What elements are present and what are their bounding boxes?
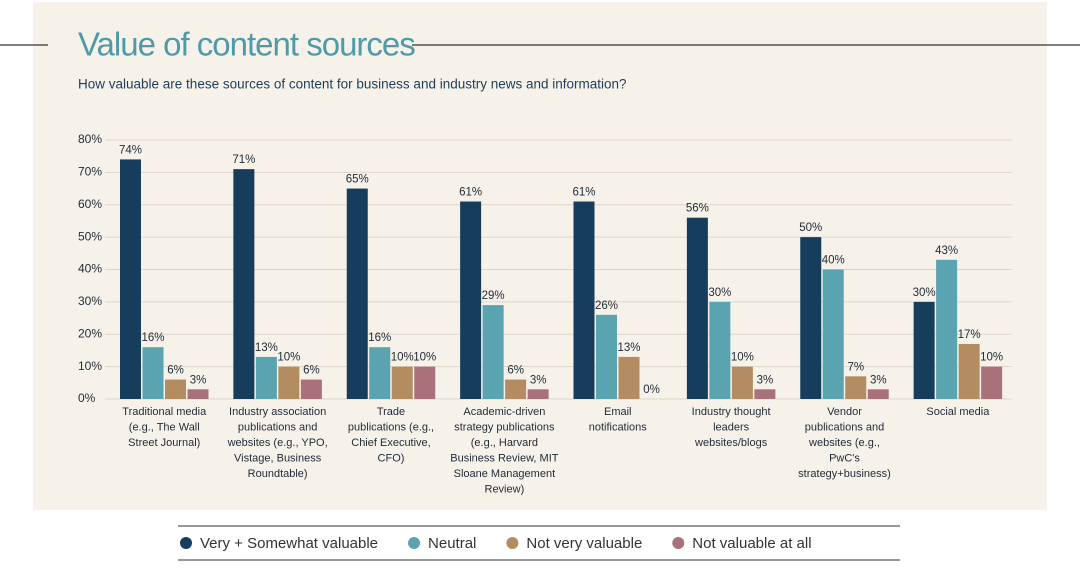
legend-marker (408, 537, 421, 549)
bar (709, 301, 731, 399)
bar (596, 314, 617, 399)
value-label: 3% (757, 374, 774, 386)
y-tick-label: 20% (78, 326, 102, 340)
bar (958, 343, 980, 399)
bar (527, 389, 549, 399)
bar (822, 269, 844, 399)
legend-label: Not very valuable (526, 535, 642, 552)
value-label: 50% (799, 222, 822, 234)
value-label: 6% (507, 365, 524, 377)
x-tick-label: Email notifications (589, 406, 648, 434)
value-label: 3% (190, 374, 207, 386)
value-label: 17% (958, 329, 981, 341)
chart-subtitle: How valuable are these sources of conten… (78, 77, 627, 92)
value-label: 71% (232, 154, 255, 166)
bar (754, 389, 776, 399)
bar (800, 237, 822, 399)
legend-marker (672, 537, 685, 549)
y-tick-label: 30% (78, 294, 102, 308)
value-label: 6% (167, 365, 184, 377)
legend-label: Neutral (428, 535, 476, 552)
value-label: 30% (913, 287, 936, 299)
bar (165, 379, 186, 399)
value-label: 56% (686, 203, 709, 215)
x-tick-label: Industry association publications and webs… (227, 406, 328, 480)
bar (346, 188, 368, 399)
y-tick-label: 50% (78, 229, 102, 243)
value-label: 3% (870, 374, 887, 386)
bar (120, 159, 141, 399)
y-tick-label: 10% (78, 359, 102, 373)
legend-label: Very + Somewhat valuable (200, 535, 378, 552)
value-label: 65% (346, 174, 369, 186)
bar (391, 366, 413, 399)
bar (845, 376, 867, 399)
y-tick-label: 70% (78, 165, 102, 179)
value-label: 0% (643, 384, 660, 396)
bar (867, 389, 889, 399)
bar (981, 366, 1003, 399)
y-tick-label: 40% (78, 262, 102, 276)
value-label: 13% (255, 342, 278, 354)
x-tick-label: Industry thought leaders websites/blogs (692, 406, 771, 449)
bar (936, 259, 958, 399)
value-label: 6% (303, 365, 320, 377)
value-label: 16% (368, 332, 391, 344)
y-tick-label: 60% (78, 197, 102, 211)
value-label: 7% (847, 361, 864, 373)
value-label: 3% (530, 374, 547, 386)
value-label: 16% (141, 332, 164, 344)
x-tick-label: Vendor publications and websites (e.g., PwC… (798, 406, 891, 480)
legend-marker (506, 537, 519, 549)
value-label: 30% (708, 287, 731, 299)
value-label: 61% (572, 187, 595, 199)
value-label: 74% (119, 144, 142, 156)
x-tick-label: Social media (926, 406, 990, 418)
y-tick-label: 80% (78, 132, 102, 146)
legend-label: Not valuable at all (692, 535, 811, 552)
bar (618, 356, 640, 399)
value-label: 61% (459, 187, 482, 199)
chart-title: Value of content sources (78, 26, 415, 63)
value-label: 26% (595, 300, 618, 312)
bar (278, 366, 300, 399)
value-label: 43% (935, 245, 958, 257)
bar (369, 347, 391, 399)
value-label: 10% (980, 352, 1003, 364)
value-label: 10% (731, 352, 754, 364)
bar (731, 366, 753, 399)
value-label: 13% (617, 342, 640, 354)
legend-marker (180, 537, 192, 549)
value-label: 29% (482, 290, 505, 302)
bar (460, 201, 482, 399)
bar (482, 305, 504, 399)
value-label: 10% (391, 352, 414, 364)
x-tick-label: Trade publications (e.g., Chief Executive,… (348, 406, 434, 465)
value-label: 10% (277, 352, 300, 364)
panel (33, 2, 1047, 510)
bar (414, 366, 436, 399)
value-label: 10% (413, 352, 436, 364)
value-label: 40% (822, 255, 845, 267)
bar (233, 169, 255, 399)
bar (573, 201, 595, 399)
bar (142, 347, 164, 399)
x-tick-label: Traditional media (e.g., The Wall Street J… (122, 406, 207, 449)
x-tick-label: Academic-driven strategy publications (e.g… (450, 406, 558, 496)
bar (913, 301, 935, 399)
bar (686, 217, 708, 399)
bar (187, 389, 209, 399)
bar (505, 379, 527, 399)
bar (255, 356, 277, 399)
bar (300, 379, 322, 399)
y-tick-label: 0% (78, 391, 96, 405)
